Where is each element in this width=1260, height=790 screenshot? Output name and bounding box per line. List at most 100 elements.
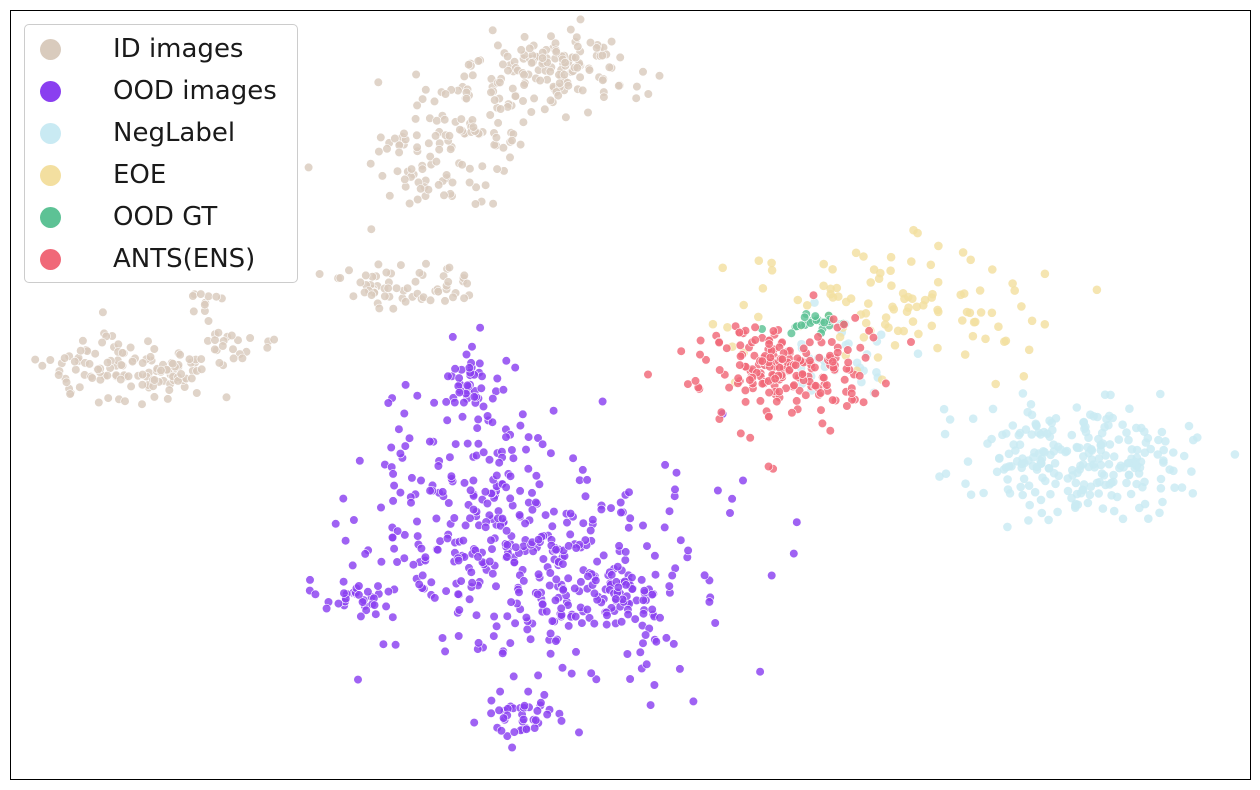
data-point-eoe [723,323,732,332]
data-point-ood-images [501,356,511,366]
data-point-ood-images [531,715,541,725]
data-point-ood-images [570,583,580,594]
data-point-ood-images [571,611,581,622]
data-point-id-images [488,199,498,209]
data-point-ood-images [450,397,460,408]
data-point-id-images [187,373,197,384]
data-point-neglabel [1072,403,1082,412]
data-point-ood-images [487,417,498,427]
data-point-ants-ens [842,401,852,411]
data-point-ood-images [392,557,402,567]
points-layer [30,14,1240,753]
data-point-id-images [116,374,126,385]
data-point-ood-images [550,595,561,605]
data-point-neglabel [1169,448,1178,457]
data-point-ood-images [599,550,609,561]
data-point-neglabel [1049,447,1059,456]
data-point-ood-images [562,517,572,528]
data-point-ood-images [389,481,399,491]
data-point-ants-ens [819,373,829,383]
legend-marker-ants-ens [40,249,61,270]
data-point-ants-ens [864,326,874,336]
data-point-neglabel [1003,475,1012,484]
data-point-neglabel [1109,506,1119,516]
data-point-id-images [527,58,537,68]
data-point-ood-images [485,556,495,567]
data-point-ood-images [363,587,373,597]
data-point-ants-ens [695,350,705,360]
data-point-ood-images [480,487,491,497]
data-point-id-images [503,65,513,76]
data-point-neglabel [1230,450,1240,459]
data-point-ood-images [557,663,568,673]
data-point-eoe [988,265,997,274]
data-point-neglabel [1047,418,1056,428]
data-point-id-images [65,389,75,399]
data-point-ood-images [358,597,368,607]
data-point-neglabel [1140,448,1150,458]
data-point-eoe [851,248,861,258]
data-point-ants-ens [906,337,916,347]
data-point-neglabel [1027,410,1037,420]
data-point-eoe [1000,337,1009,347]
data-point-ood-images [683,545,693,556]
data-point-ood-images [483,411,493,421]
data-point-ood-images [536,698,546,708]
data-point-neglabel [1014,430,1024,440]
data-point-neglabel [1124,458,1133,468]
data-point-ood-images [571,543,581,553]
data-point-ood-images [565,508,576,519]
data-point-ood-images [533,589,543,599]
data-point-ood-images [582,604,592,615]
data-point-ood-images [589,618,599,629]
data-point-ood-images [727,494,737,504]
data-point-neglabel [1155,508,1164,518]
data-point-ood-images [558,559,568,569]
data-point-id-images [471,182,481,192]
data-point-eoe [864,299,873,308]
data-point-ood-images [469,505,479,515]
data-point-ood-images [580,491,591,501]
legend-label-ants-ens: ANTS(ENS) [113,244,256,274]
data-point-id-images [572,32,582,42]
data-point-ood-images [506,597,516,607]
data-point-neglabel [1084,462,1093,472]
data-point-eoe [876,268,885,278]
data-point-ood-images [547,521,557,531]
data-point-ood-images [527,488,537,498]
data-point-id-images [78,336,88,346]
data-point-ood-images [509,671,519,682]
data-point-ood-images [488,394,498,404]
data-point-ood-images [551,636,561,646]
data-point-neglabel [1097,469,1107,478]
data-point-eoe [960,350,970,359]
data-point-ood-images [675,664,685,674]
data-point-neglabel [1019,474,1029,484]
data-point-ood-images [454,387,465,398]
data-point-ood-images [596,504,607,515]
data-point-ood-images [441,586,451,596]
data-point-id-images [573,41,583,52]
data-point-id-images [127,357,138,367]
data-point-id-images [448,292,458,302]
data-point-ants-ens [733,373,743,383]
data-point-ood-images [446,471,457,481]
data-point-id-images [654,71,665,81]
data-point-id-images [643,89,653,99]
data-point-ood-images [622,649,633,659]
data-point-ants-ens [840,375,850,385]
data-point-neglabel [1138,482,1147,492]
data-point-neglabel [1165,465,1174,474]
data-point-ood-images [533,670,543,681]
data-point-ood-images [486,535,496,545]
data-point-ood-images [527,505,538,515]
data-point-neglabel [1188,489,1198,498]
data-point-ood-images [376,557,387,567]
data-point-neglabel [1156,484,1166,493]
data-point-eoe [708,319,718,329]
data-point-ood-images [558,585,568,595]
data-point-id-images [335,273,345,283]
data-point-id-images [203,291,214,301]
data-point-id-images [519,80,529,90]
data-point-id-images [423,185,434,195]
